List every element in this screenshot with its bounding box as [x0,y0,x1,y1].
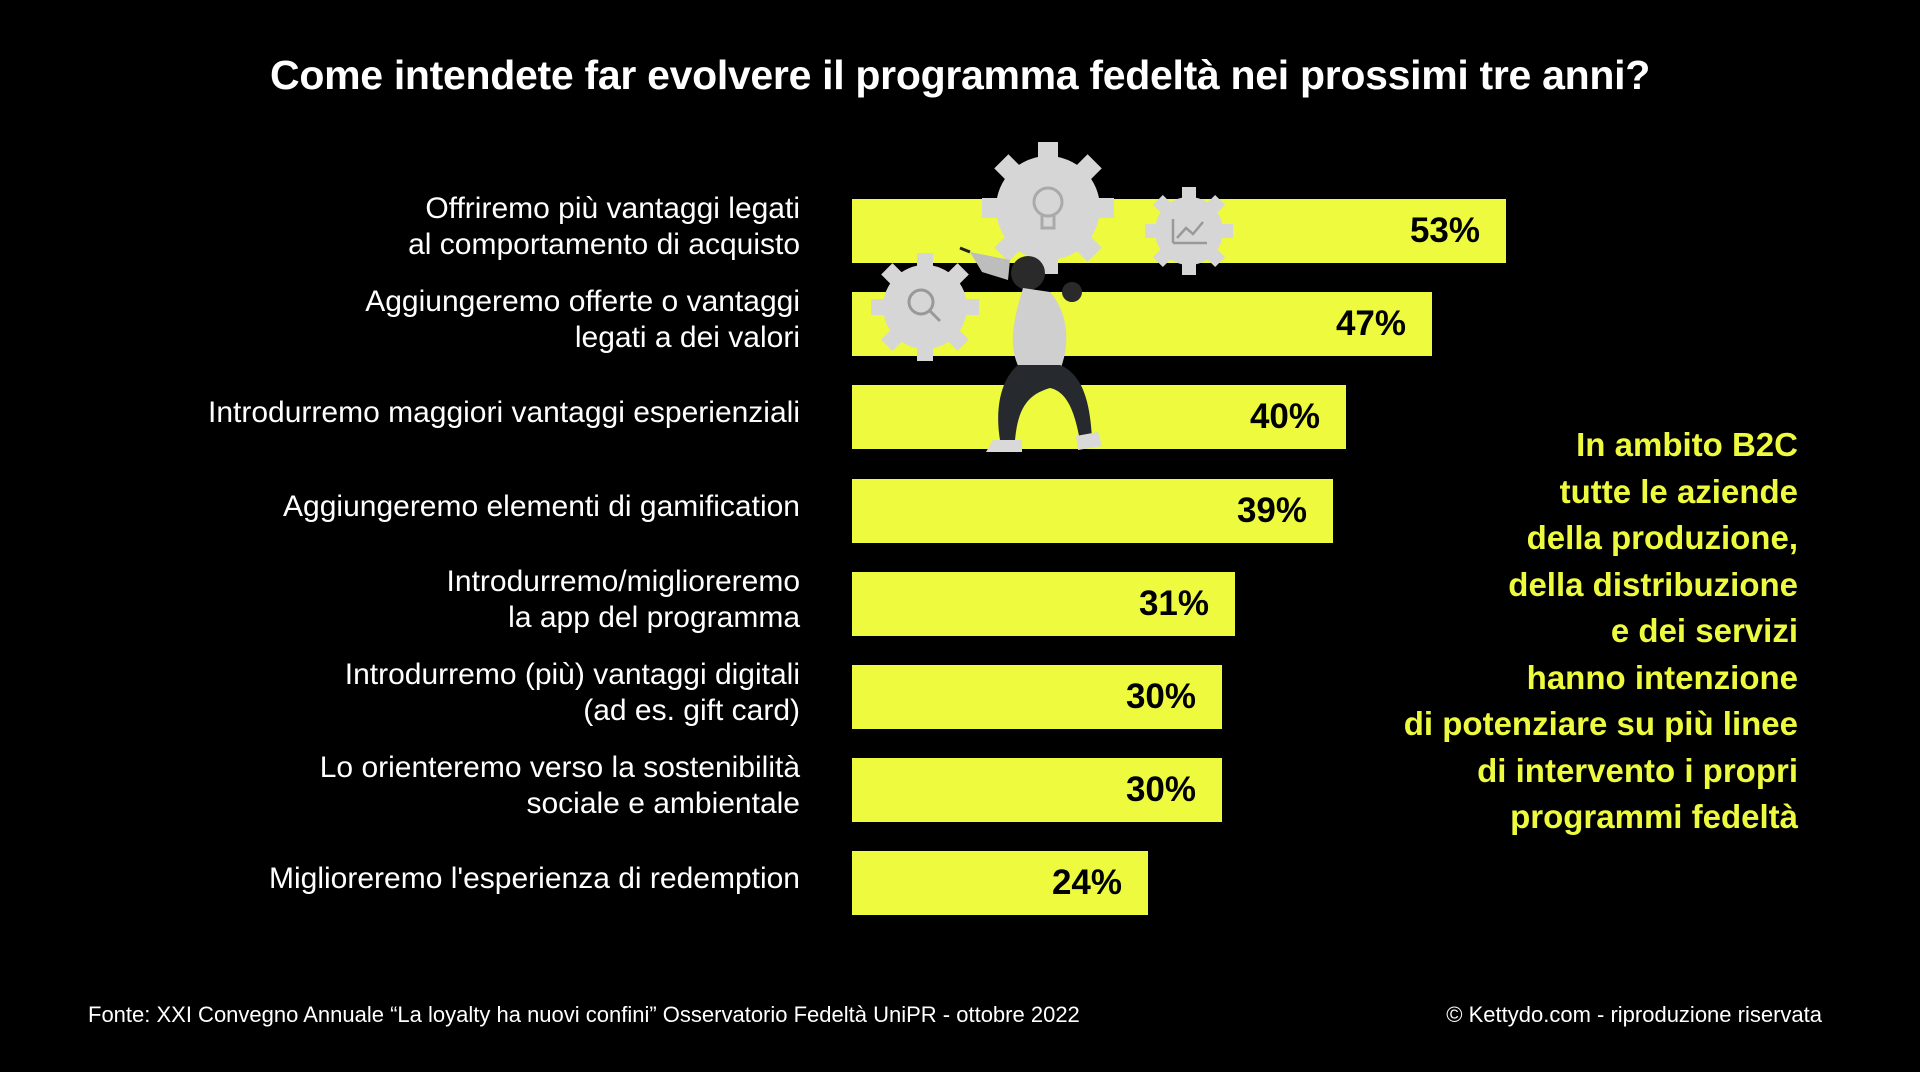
copyright-note: © Kettydo.com - riproduzione riservata [1446,1002,1822,1027]
category-label: Aggiungeremo offerte o vantaggi legati a… [365,285,800,354]
callout-text: In ambito B2C tutte le aziende della pro… [1403,426,1798,835]
value-label: 30% [1125,677,1196,716]
value-label: 30% [1125,770,1196,809]
value-label: 31% [1138,584,1209,623]
bar [852,758,1222,822]
category-label: Introdurremo/miglioreremo la app del pro… [446,565,800,634]
value-label: 53% [1409,211,1480,250]
lightbulb-icon [1032,186,1064,230]
value-label: 47% [1335,304,1406,343]
category-label: Aggiungeremo elementi di gamification [283,490,800,523]
bar [852,572,1235,636]
gear-icon [982,142,1114,274]
value-label: 39% [1236,491,1307,530]
value-label: 24% [1051,863,1122,902]
bar [852,665,1222,729]
category-label: Introdurremo maggiori vantaggi esperienz… [208,396,800,429]
category-label: Introdurremo (più) vantaggi digitali (ad… [344,658,800,727]
bar [852,479,1333,543]
chart-icon [1171,219,1207,245]
gear-icon [1145,187,1233,275]
person-with-gears-illustration [871,142,1233,452]
source-note: Fonte: XXI Convegno Annuale “La loyalty … [88,1002,1080,1027]
bar [852,851,1148,915]
value-label: 40% [1249,397,1320,436]
gear-icon [871,253,979,361]
category-label: Lo orienteremo verso la sostenibilità so… [319,751,800,820]
category-label: Miglioreremo l'esperienza di redemption [269,862,800,895]
person-figure [959,246,1102,452]
magnifier-icon [907,288,942,323]
category-label: Offriremo più vantaggi legati al comport… [408,192,800,261]
chart-title: Come intendete far evolvere il programma… [270,52,1650,98]
